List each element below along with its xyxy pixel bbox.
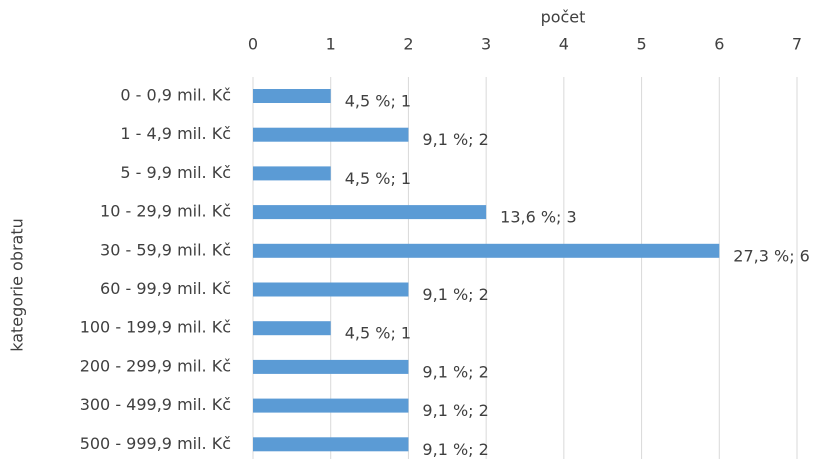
data-label: 9,1 %; 2 <box>422 401 488 420</box>
data-label: 4,5 %; 1 <box>345 169 411 188</box>
bar <box>253 359 409 374</box>
bar <box>253 205 487 220</box>
y-tick-label: 100 - 199,9 mil. Kč <box>80 318 231 337</box>
y-axis-label: kategorie obratu <box>8 218 27 352</box>
x-axis-label: počet <box>541 8 586 27</box>
y-tick-label: 5 - 9,9 mil. Kč <box>120 163 231 182</box>
y-tick-label: 0 - 0,9 mil. Kč <box>120 86 231 105</box>
y-tick-label: 500 - 999,9 mil. Kč <box>80 434 231 453</box>
bar <box>253 398 409 413</box>
data-label: 4,5 %; 1 <box>345 324 411 343</box>
x-tick-label: 7 <box>792 35 802 54</box>
bar <box>253 282 409 297</box>
y-tick-label: 300 - 499,9 mil. Kč <box>80 395 231 414</box>
x-tick-label: 0 <box>248 35 258 54</box>
y-tick-label: 60 - 99,9 mil. Kč <box>100 279 231 298</box>
y-tick-label: 10 - 29,9 mil. Kč <box>100 202 231 221</box>
x-tick-label: 2 <box>403 35 413 54</box>
data-label: 13,6 %; 3 <box>500 208 577 227</box>
y-tick-label: 30 - 59,9 mil. Kč <box>100 240 231 259</box>
bar <box>253 127 409 142</box>
y-tick-label: 1 - 4,9 mil. Kč <box>120 124 231 143</box>
data-label: 9,1 %; 2 <box>422 362 488 381</box>
x-tick-label: 3 <box>481 35 491 54</box>
data-label: 9,1 %; 2 <box>422 130 488 149</box>
data-label: 4,5 %; 1 <box>345 92 411 111</box>
data-label: 9,1 %; 2 <box>422 285 488 304</box>
y-tick-label: 200 - 299,9 mil. Kč <box>80 356 231 375</box>
bar <box>253 321 331 336</box>
bar <box>253 166 331 181</box>
data-label: 27,3 %; 6 <box>733 246 810 265</box>
bar <box>253 243 720 258</box>
x-tick-label: 1 <box>326 35 336 54</box>
x-tick-label: 4 <box>559 35 569 54</box>
data-label: 9,1 %; 2 <box>422 440 488 459</box>
bar <box>253 437 409 452</box>
x-tick-label: 5 <box>636 35 646 54</box>
x-tick-label: 6 <box>714 35 724 54</box>
bar <box>253 89 331 103</box>
